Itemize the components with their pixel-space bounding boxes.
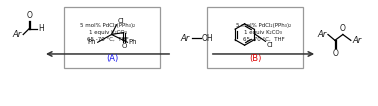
Text: (B): (B)	[249, 54, 261, 63]
Text: Ar: Ar	[181, 34, 190, 43]
Bar	[207, 7, 303, 68]
Text: Ar: Ar	[318, 30, 327, 39]
Text: O: O	[333, 49, 339, 58]
Text: Ar: Ar	[353, 36, 362, 45]
Text: (A): (A)	[106, 54, 118, 63]
Text: 5 mol% PdCl₂(PPh₃)₂
1 equiv K₂CO₃
65 -70 °C,  THF: 5 mol% PdCl₂(PPh₃)₂ 1 equiv K₂CO₃ 65 -70…	[236, 23, 291, 41]
Text: Cl: Cl	[266, 42, 273, 48]
Text: H: H	[38, 24, 44, 33]
Text: Ph: Ph	[129, 39, 137, 45]
Text: Cl: Cl	[118, 18, 124, 24]
Text: O: O	[340, 24, 346, 33]
Bar	[64, 7, 160, 68]
Text: OH: OH	[202, 34, 214, 43]
Text: O: O	[27, 11, 33, 20]
Text: Ar: Ar	[12, 30, 21, 39]
Text: 5 mol% PdCl₂(PPh₃)₂
1 equiv K₂CO₃
65 -70 °C,  THF: 5 mol% PdCl₂(PPh₃)₂ 1 equiv K₂CO₃ 65 -70…	[80, 23, 135, 41]
Text: O: O	[122, 43, 127, 49]
Text: Ph: Ph	[87, 39, 96, 45]
